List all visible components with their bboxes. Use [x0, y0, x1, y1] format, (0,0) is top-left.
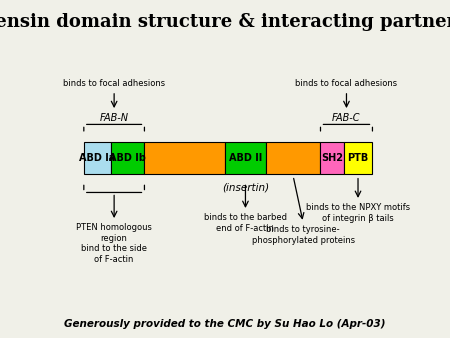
- Text: binds to the barbed
end of F-actin: binds to the barbed end of F-actin: [204, 213, 287, 233]
- Text: FAB-C: FAB-C: [332, 113, 361, 123]
- Text: Generously provided to the CMC by Su Hao Lo (Apr-03): Generously provided to the CMC by Su Hao…: [64, 319, 386, 329]
- Text: SH2: SH2: [321, 153, 343, 163]
- Bar: [266, 142, 320, 174]
- Text: ABD Ib: ABD Ib: [109, 153, 146, 163]
- Bar: [344, 142, 373, 174]
- Text: FAB-N: FAB-N: [99, 113, 129, 123]
- Bar: [144, 142, 225, 174]
- Text: binds to the NPXY motifs
of integrin β tails: binds to the NPXY motifs of integrin β t…: [306, 203, 410, 223]
- Text: binds to focal adhesions: binds to focal adhesions: [63, 78, 165, 88]
- Bar: [84, 142, 111, 174]
- Text: (insertin): (insertin): [222, 183, 269, 192]
- Text: PTEN homologous
region
bind to the side
of F-actin: PTEN homologous region bind to the side …: [76, 223, 152, 264]
- Text: ABD Ia: ABD Ia: [79, 153, 116, 163]
- Text: Tensin domain structure & interacting partners: Tensin domain structure & interacting pa…: [0, 13, 450, 31]
- Bar: [225, 142, 266, 174]
- Text: binds to tyrosine-
phosphorylated proteins: binds to tyrosine- phosphorylated protei…: [252, 225, 355, 245]
- Text: PTB: PTB: [347, 153, 369, 163]
- Text: binds to focal adhesions: binds to focal adhesions: [295, 78, 397, 88]
- Bar: [111, 142, 144, 174]
- Bar: [320, 142, 344, 174]
- Text: ABD II: ABD II: [229, 153, 262, 163]
